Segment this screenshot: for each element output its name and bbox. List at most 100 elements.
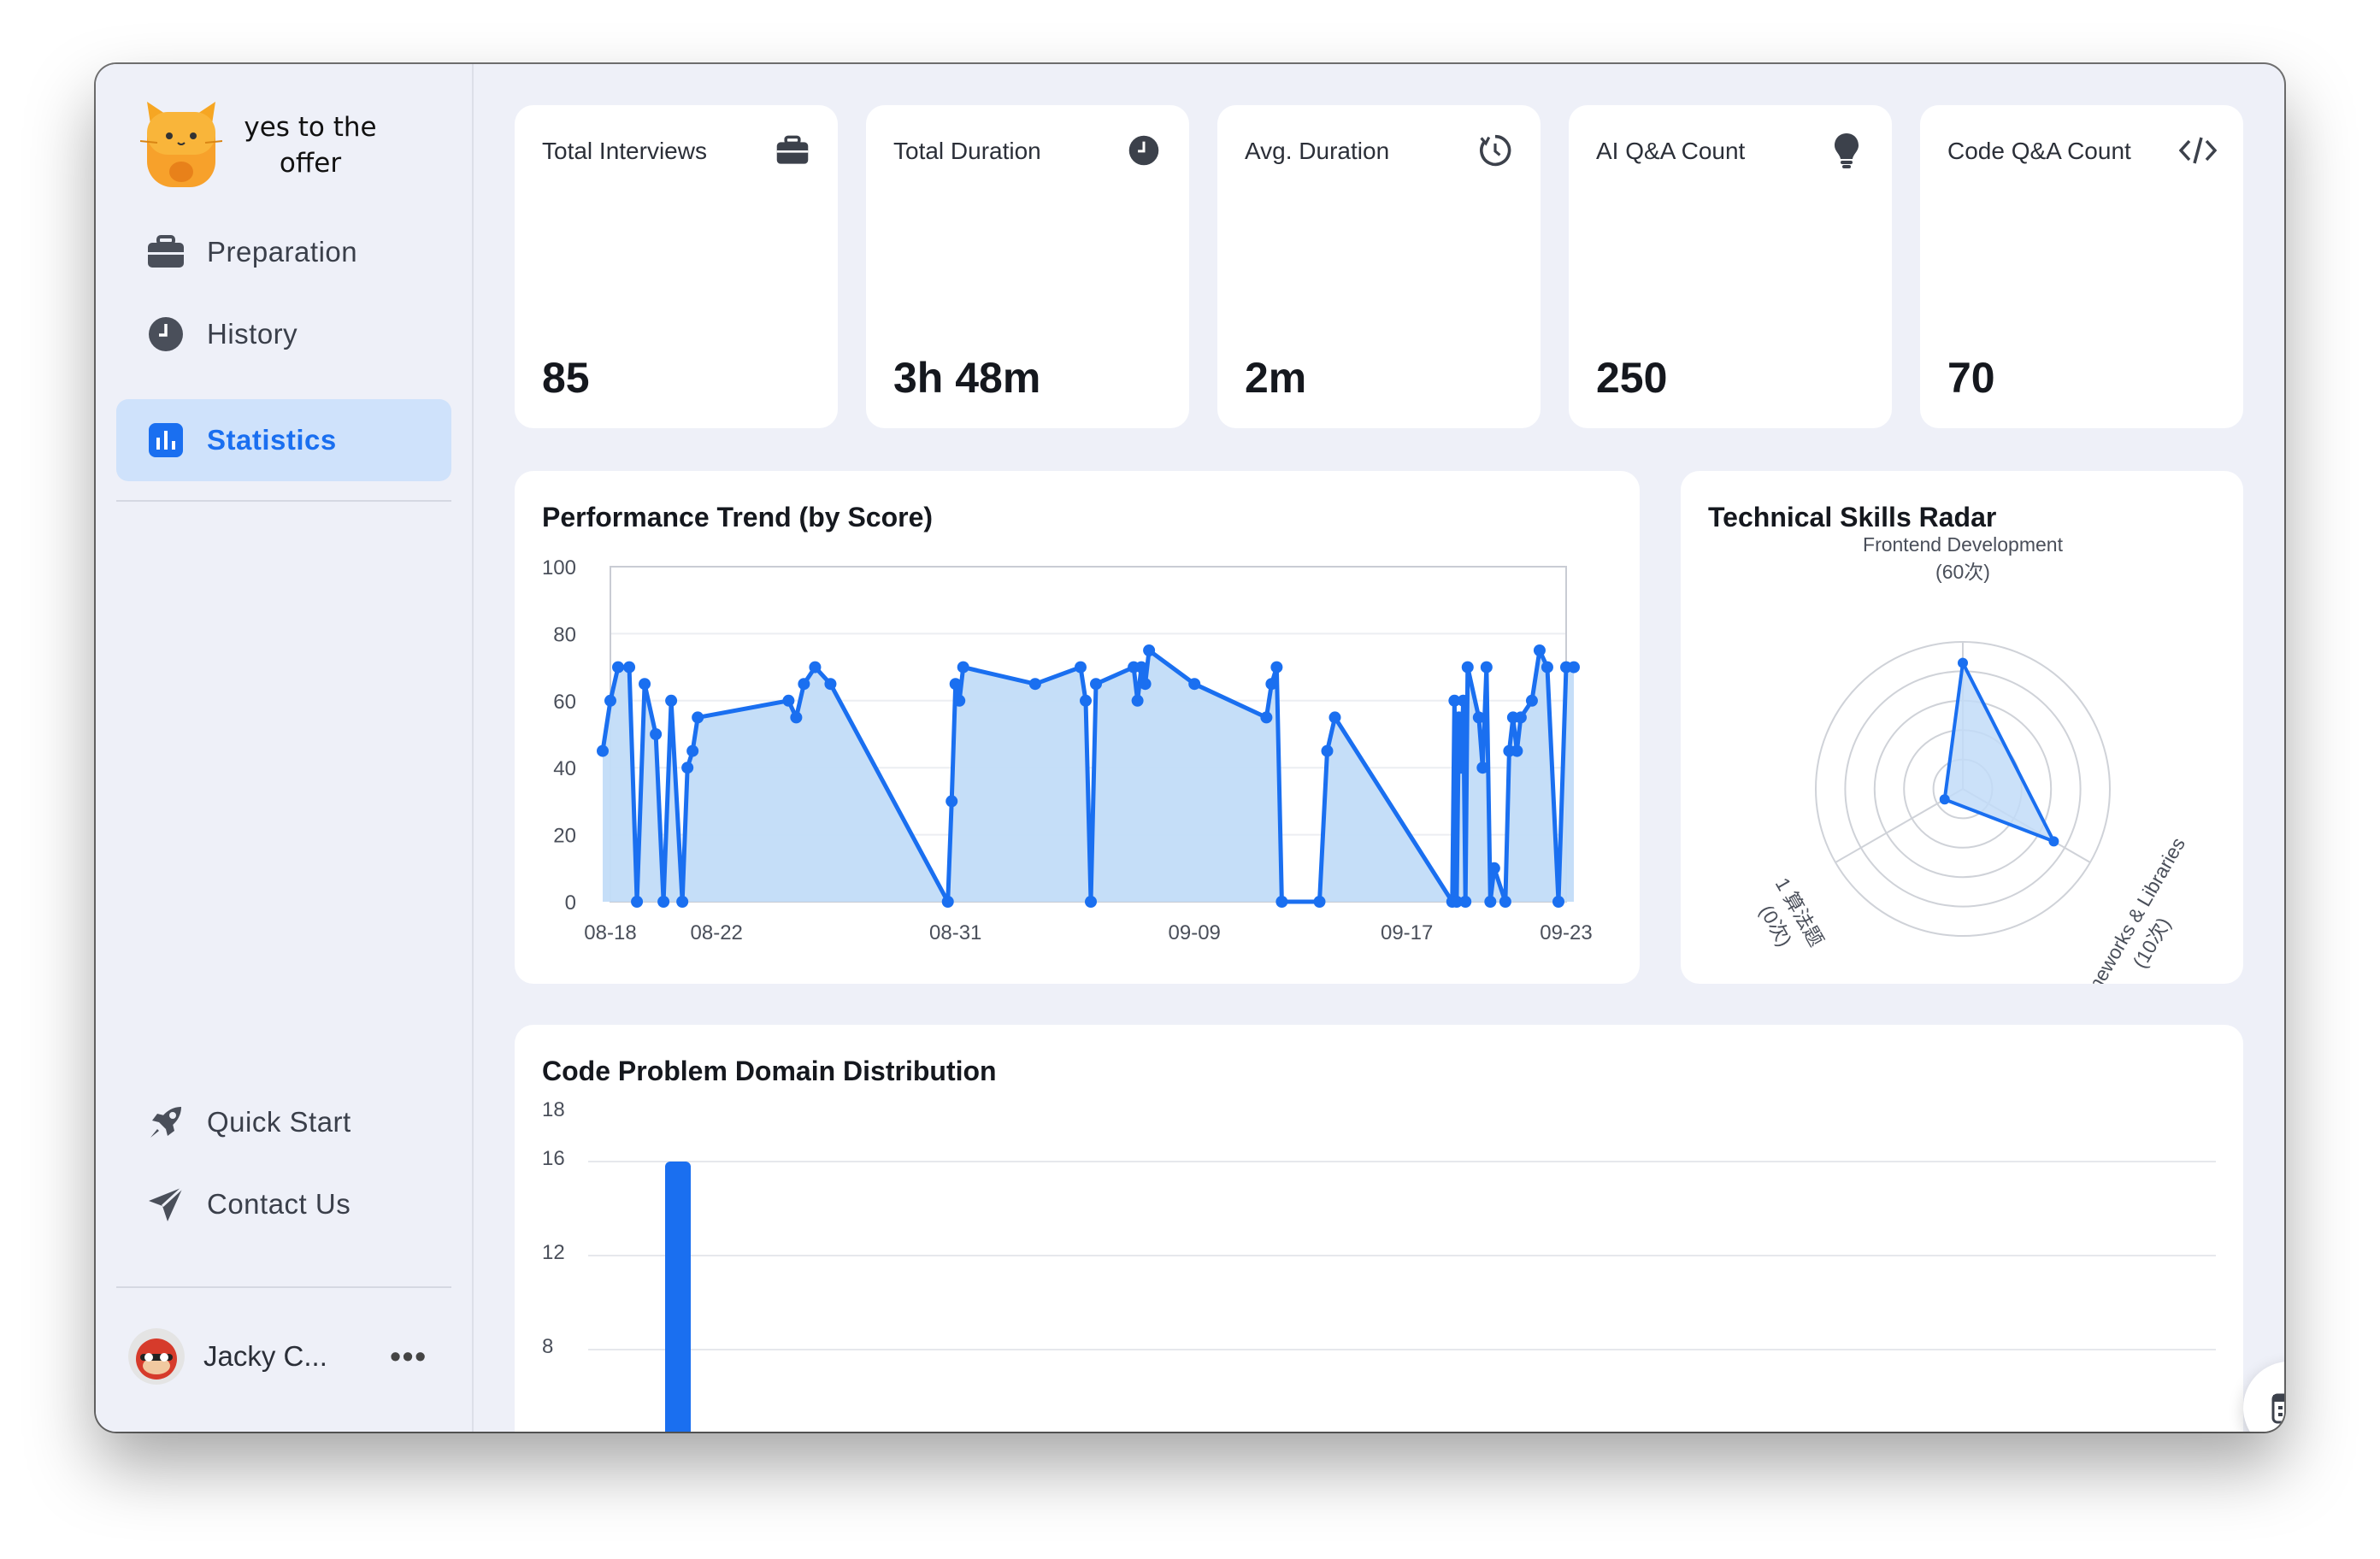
sidebar-item-quick-start[interactable]: Quick Start [116, 1081, 451, 1163]
domain-distribution-title: Code Problem Domain Distribution [542, 1056, 997, 1086]
sidebar-item-statistics[interactable]: Statistics [116, 399, 451, 481]
data-point [798, 678, 810, 691]
x-tick-label: 09-17 [1381, 921, 1433, 944]
y-tick-label: 80 [553, 623, 576, 646]
sidebar: yes to the offer Preparation History Sta… [96, 64, 474, 1432]
data-point [1090, 678, 1102, 691]
data-point [809, 661, 822, 674]
data-point [612, 661, 624, 674]
data-point [1075, 661, 1087, 674]
performance-trend-title: Performance Trend (by Score) [542, 502, 934, 532]
data-point [1461, 661, 1474, 674]
data-point [1275, 896, 1288, 908]
skills-radar-chart: Frontend Development (60次) Frameworks & Li… [1755, 533, 2189, 984]
sidebar-item-label: Quick Start [207, 1106, 351, 1138]
more-options-icon[interactable]: ••• [390, 1338, 427, 1374]
stat-label: Code Q&A Count [1947, 138, 2131, 164]
radar-axis-label: Frontend Development [1863, 533, 2064, 556]
stat-label: Total Duration [893, 138, 1041, 164]
rocket-icon [145, 1102, 186, 1143]
stat-card-total-duration: Total Duration 3h 48m [866, 105, 1189, 428]
data-point [623, 661, 636, 674]
lightbulb-icon [1827, 131, 1866, 170]
clock-icon [145, 314, 186, 355]
user-name: Jacky C... [203, 1340, 327, 1372]
stat-card-ai-qa-count: AI Q&A Count 250 [1569, 105, 1892, 428]
y-tick-label: 100 [542, 556, 576, 579]
data-point [692, 711, 704, 724]
data-point [790, 711, 803, 724]
y-tick-label: 40 [553, 757, 576, 780]
user-profile[interactable]: Jacky C... ••• [128, 1322, 445, 1391]
cat-logo-icon [140, 102, 222, 187]
stat-value: 2m [1245, 354, 1307, 402]
domain-distribution-chart: 8 12 16 18 [542, 1098, 2216, 1432]
data-point [824, 678, 837, 691]
data-point [1552, 896, 1564, 908]
code-icon [2178, 131, 2218, 170]
stat-value: 70 [1947, 354, 1995, 402]
app-name: yes to the offer [244, 112, 377, 179]
stat-label: Avg. Duration [1245, 138, 1390, 164]
data-point [953, 694, 966, 707]
app-logo[interactable]: yes to the offer [140, 98, 392, 192]
sidebar-item-label: Statistics [207, 424, 337, 456]
data-point [1270, 661, 1283, 674]
data-point [1321, 744, 1334, 757]
x-tick-label: 09-23 [1540, 921, 1592, 944]
performance-trend-card: Performance Trend (by Score) 0 20 40 60 80 10… [515, 471, 1640, 984]
send-icon [145, 1184, 186, 1225]
sidebar-item-preparation[interactable]: Preparation [116, 211, 451, 293]
skills-radar-card: Technical Skills Radar Frontend Developm… [1681, 471, 2243, 984]
radar-point [1939, 794, 1950, 805]
sidebar-item-label: History [207, 318, 298, 350]
x-tick-label: 08-22 [691, 921, 743, 944]
data-point [1480, 661, 1493, 674]
data-point [1455, 762, 1468, 774]
data-point [1541, 661, 1553, 674]
stat-value: 250 [1596, 354, 1668, 402]
data-point [1450, 896, 1463, 908]
data-point [1511, 744, 1523, 757]
bar-chart-icon [145, 420, 186, 461]
y-tick-label: 60 [553, 691, 576, 714]
data-point [1135, 661, 1148, 674]
data-point [1514, 711, 1527, 724]
data-point [639, 678, 651, 691]
timer-icon [1476, 131, 1515, 170]
skills-radar-title: Technical Skills Radar [1708, 502, 1997, 532]
stat-card-total-interviews: Total Interviews 85 [515, 105, 838, 428]
sidebar-item-label: Contact Us [207, 1188, 351, 1220]
sidebar-item-contact-us[interactable]: Contact Us [116, 1163, 451, 1245]
radar-axis-label-group: 1 算法题(0次) [1755, 874, 1828, 950]
x-tick-label: 08-18 [584, 921, 636, 944]
data-point [1028, 678, 1041, 691]
stat-label: Total Interviews [542, 138, 707, 164]
data-point [1568, 661, 1580, 674]
domain-distribution-card: Code Problem Domain Distribution 8 12 16 18 [515, 1025, 2243, 1432]
data-point [1265, 678, 1278, 691]
data-point [949, 678, 962, 691]
data-point [946, 795, 958, 808]
data-point [1260, 711, 1273, 724]
data-point [1525, 694, 1538, 707]
data-point [782, 694, 795, 707]
stat-card-code-qa-count: Code Q&A Count 70 [1920, 105, 2243, 428]
data-point [957, 661, 969, 674]
sidebar-item-label: Preparation [207, 236, 358, 268]
sidebar-divider [116, 500, 451, 502]
briefcase-icon [773, 131, 812, 170]
calendar-button[interactable] [2243, 1362, 2284, 1432]
data-point [681, 762, 694, 774]
avatar [128, 1328, 185, 1385]
data-point [1476, 762, 1489, 774]
sidebar-item-history[interactable]: History [116, 293, 451, 375]
stat-label: AI Q&A Count [1596, 138, 1746, 164]
data-point [1533, 644, 1546, 656]
data-point [1459, 896, 1472, 908]
data-point [1488, 862, 1500, 874]
data-point [1452, 711, 1465, 724]
data-point [597, 744, 609, 757]
radar-axis-label: (60次) [1935, 561, 1990, 583]
data-point [1131, 694, 1144, 707]
